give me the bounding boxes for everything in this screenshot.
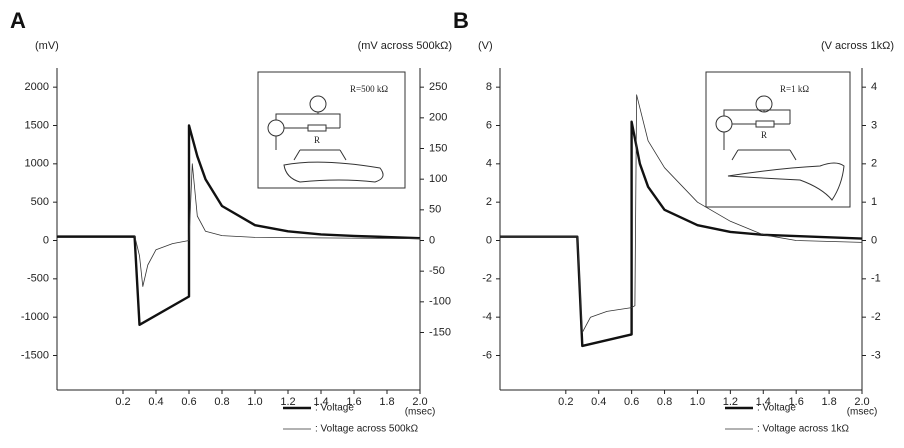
y2-tick-label: -2: [871, 311, 881, 323]
y-tick-label: -6: [482, 349, 492, 361]
y2-tick-label: 200: [429, 112, 447, 124]
x-tick-label: 1.8: [379, 396, 394, 408]
y2-tick-label: -100: [429, 296, 451, 308]
x-tick-label: 1.0: [247, 396, 262, 408]
y2-axis-label: (V across 1kΩ): [821, 40, 894, 52]
y2-tick-label: 3: [871, 119, 877, 131]
y-tick-label: 4: [486, 158, 492, 170]
y-tick-label: 6: [486, 119, 492, 131]
panel-label: A: [10, 8, 26, 33]
x-tick-label: 0.2: [558, 396, 573, 408]
y-tick-label: 0: [43, 234, 49, 246]
y-tick-label: 1000: [25, 158, 49, 170]
x-tick-label: 1.4: [313, 396, 328, 408]
inset-label: R=1 kΩ: [780, 84, 809, 94]
y-tick-label: -4: [482, 311, 492, 323]
x-tick-label: 0.8: [214, 396, 229, 408]
inset-label: R: [314, 135, 320, 145]
series-line: [500, 94, 863, 333]
x-tick-label: 0.4: [591, 396, 606, 408]
x-tick-label: 1.6: [789, 396, 804, 408]
y-tick-label: 2: [486, 196, 492, 208]
series-line: [57, 163, 421, 287]
series-line: [57, 124, 421, 326]
inset-label: R=500 kΩ: [350, 84, 388, 94]
y-tick-label: 2000: [25, 81, 49, 93]
y2-tick-label: 2: [871, 158, 877, 170]
x-axis-label: (msec): [405, 407, 436, 418]
y-tick-label: 1500: [25, 119, 49, 131]
x-tick-label: 0.4: [148, 396, 163, 408]
inset-label: R: [761, 130, 767, 140]
y2-tick-label: 150: [429, 142, 447, 154]
x-tick-label: 2.0: [854, 396, 869, 408]
legend-label: : Voltage across 500kΩ: [315, 424, 419, 435]
y-tick-label: -2: [482, 273, 492, 285]
legend-label: : Voltage across 1kΩ: [757, 424, 849, 435]
y2-tick-label: 50: [429, 204, 441, 216]
series-line: [500, 120, 863, 348]
x-tick-label: 1.2: [723, 396, 738, 408]
y-tick-label: 0: [486, 234, 492, 246]
y2-tick-label: -3: [871, 349, 881, 361]
y-tick-label: -500: [27, 273, 49, 285]
y2-tick-label: 1: [871, 196, 877, 208]
panel-label: B: [453, 8, 469, 33]
legend-label: : Voltage: [315, 403, 354, 414]
x-tick-label: 1.8: [821, 396, 836, 408]
y2-tick-label: 4: [871, 81, 877, 93]
y-tick-label: 500: [31, 196, 49, 208]
x-tick-label: 1.2: [280, 396, 295, 408]
y2-tick-label: 0: [871, 234, 877, 246]
y-tick-label: 8: [486, 81, 492, 93]
y-tick-label: -1000: [21, 311, 49, 323]
inset-a: R=500 kΩ R: [257, 71, 406, 189]
y2-axis-label: (mV across 500kΩ): [358, 40, 452, 52]
x-axis-label: (msec): [847, 407, 878, 418]
y-axis-label: (V): [478, 40, 493, 52]
y2-tick-label: 100: [429, 173, 447, 185]
legend-label: : Voltage: [757, 403, 796, 414]
x-tick-label: 0.2: [115, 396, 130, 408]
y-tick-label: -1500: [21, 349, 49, 361]
x-tick-label: 0.8: [657, 396, 672, 408]
y2-tick-label: -1: [871, 273, 881, 285]
x-tick-label: 0.6: [181, 396, 196, 408]
x-tick-label: 0.6: [624, 396, 639, 408]
y2-tick-label: -50: [429, 265, 445, 277]
y2-tick-label: 0: [429, 234, 435, 246]
x-tick-label: 1.4: [756, 396, 771, 408]
x-tick-label: 1.0: [690, 396, 705, 408]
x-tick-label: 1.6: [346, 396, 361, 408]
inset-b: R=1 kΩ R: [705, 71, 851, 208]
y2-tick-label: 250: [429, 81, 447, 93]
x-tick-label: 2.0: [412, 396, 427, 408]
y2-tick-label: -150: [429, 326, 451, 338]
y-axis-label: (mV): [35, 40, 59, 52]
